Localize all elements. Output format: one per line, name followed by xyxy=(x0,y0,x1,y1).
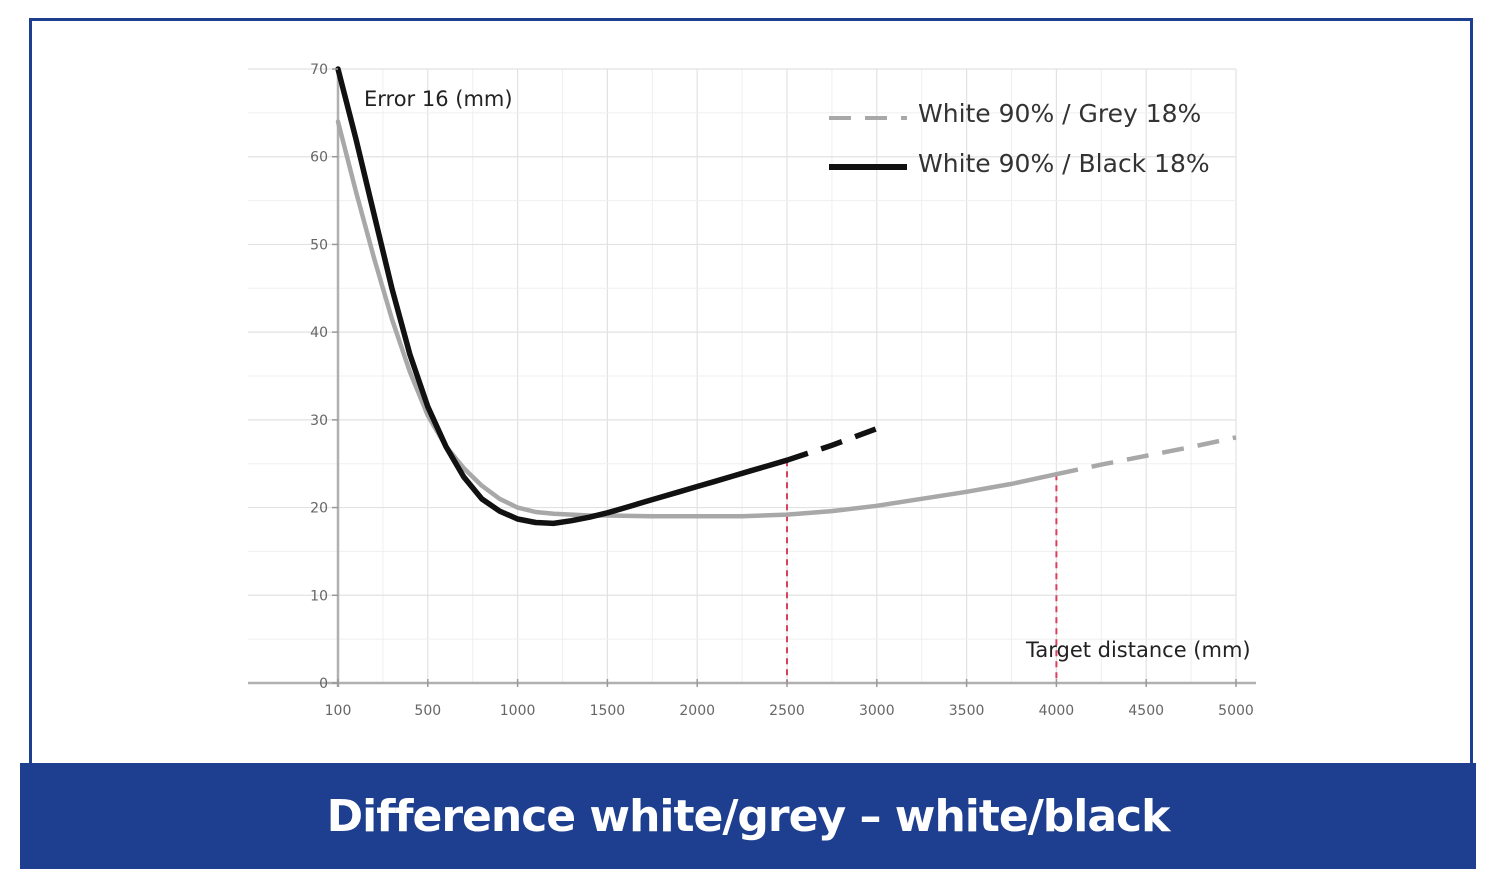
series-grey-solid-line xyxy=(335,119,1059,519)
x-tick-label: 2500 xyxy=(769,703,805,719)
chart-frame: 100 500 1000 1500 2000 2500 3000 3500 4000 4500 50… xyxy=(29,18,1473,764)
caption-title: Difference white/grey – white/black xyxy=(326,790,1171,842)
series-grey-dashed-line xyxy=(1055,435,1237,477)
y-tick-label: 60 xyxy=(310,150,328,166)
tick-layer: 100 500 1000 1500 2000 2500 3000 3500 4000 4500 50… xyxy=(310,62,1254,719)
y-tick-label: 70 xyxy=(310,62,328,78)
caption-banner: Difference white/grey – white/black xyxy=(20,763,1476,869)
x-tick-label: 5000 xyxy=(1218,703,1254,719)
series-black-solid-line xyxy=(335,66,790,527)
y-tick-label: 50 xyxy=(310,237,328,253)
x-tick-label: 2000 xyxy=(679,703,715,719)
x-tick-label: 100 xyxy=(325,703,352,719)
y-tick-label: 20 xyxy=(310,501,328,517)
axis-layer xyxy=(248,69,1256,687)
y-tick-label: 40 xyxy=(310,325,328,341)
x-tick-label: 4000 xyxy=(1039,703,1075,719)
y-tick-label: 0 xyxy=(319,676,328,692)
legend-label-black: White 90% / Black 18% xyxy=(918,149,1210,178)
legend-label-grey: White 90% / Grey 18% xyxy=(918,99,1201,128)
y-tick-label: 10 xyxy=(310,588,328,604)
x-tick-label: 4500 xyxy=(1128,703,1164,719)
x-tick-label: 500 xyxy=(414,703,441,719)
y-axis-title: Error 16 (mm) xyxy=(364,87,513,111)
series-layer xyxy=(335,66,1237,527)
error-chart: 100 500 1000 1500 2000 2500 3000 3500 4000 4500 50… xyxy=(248,62,1256,719)
x-tick-label: 1000 xyxy=(500,703,536,719)
series-black-dashed-line xyxy=(786,426,878,463)
x-tick-label: 3000 xyxy=(859,703,895,719)
marker-layer xyxy=(786,460,1058,683)
legend: White 90% / Grey 18% White 90% / Black 1… xyxy=(829,99,1210,178)
y-tick-label: 30 xyxy=(310,413,328,429)
x-tick-label: 3500 xyxy=(949,703,985,719)
x-axis-title: Target distance (mm) xyxy=(1025,638,1251,662)
x-tick-label: 1500 xyxy=(590,703,626,719)
